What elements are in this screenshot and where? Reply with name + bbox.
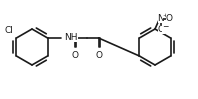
Text: −: − [162,22,168,31]
Text: O: O [166,13,173,22]
Text: Cl: Cl [4,26,13,35]
Text: O: O [96,50,103,59]
Text: N: N [158,13,164,22]
Text: +: + [162,12,167,18]
Text: O: O [72,50,79,59]
Text: O: O [157,24,165,33]
Text: NH: NH [64,32,78,41]
